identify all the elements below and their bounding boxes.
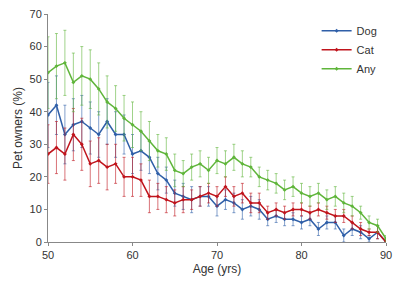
svg-text:80: 80 (295, 249, 307, 261)
svg-text:60: 60 (30, 40, 42, 52)
svg-text:90: 90 (380, 249, 392, 261)
svg-text:Pet owners (%): Pet owners (%) (11, 87, 25, 169)
svg-text:Cat: Cat (357, 44, 374, 56)
svg-text:70: 70 (211, 249, 223, 261)
svg-text:50: 50 (30, 73, 42, 85)
svg-text:10: 10 (30, 203, 42, 215)
svg-text:40: 40 (30, 106, 42, 118)
svg-text:50: 50 (42, 249, 54, 261)
svg-text:20: 20 (30, 171, 42, 183)
svg-text:Any: Any (357, 63, 376, 75)
svg-text:0: 0 (36, 236, 42, 248)
svg-text:70: 70 (30, 8, 42, 20)
svg-text:30: 30 (30, 138, 42, 150)
svg-text:Dog: Dog (357, 25, 377, 37)
svg-text:60: 60 (126, 249, 138, 261)
svg-text:Age (yrs): Age (yrs) (193, 262, 242, 276)
